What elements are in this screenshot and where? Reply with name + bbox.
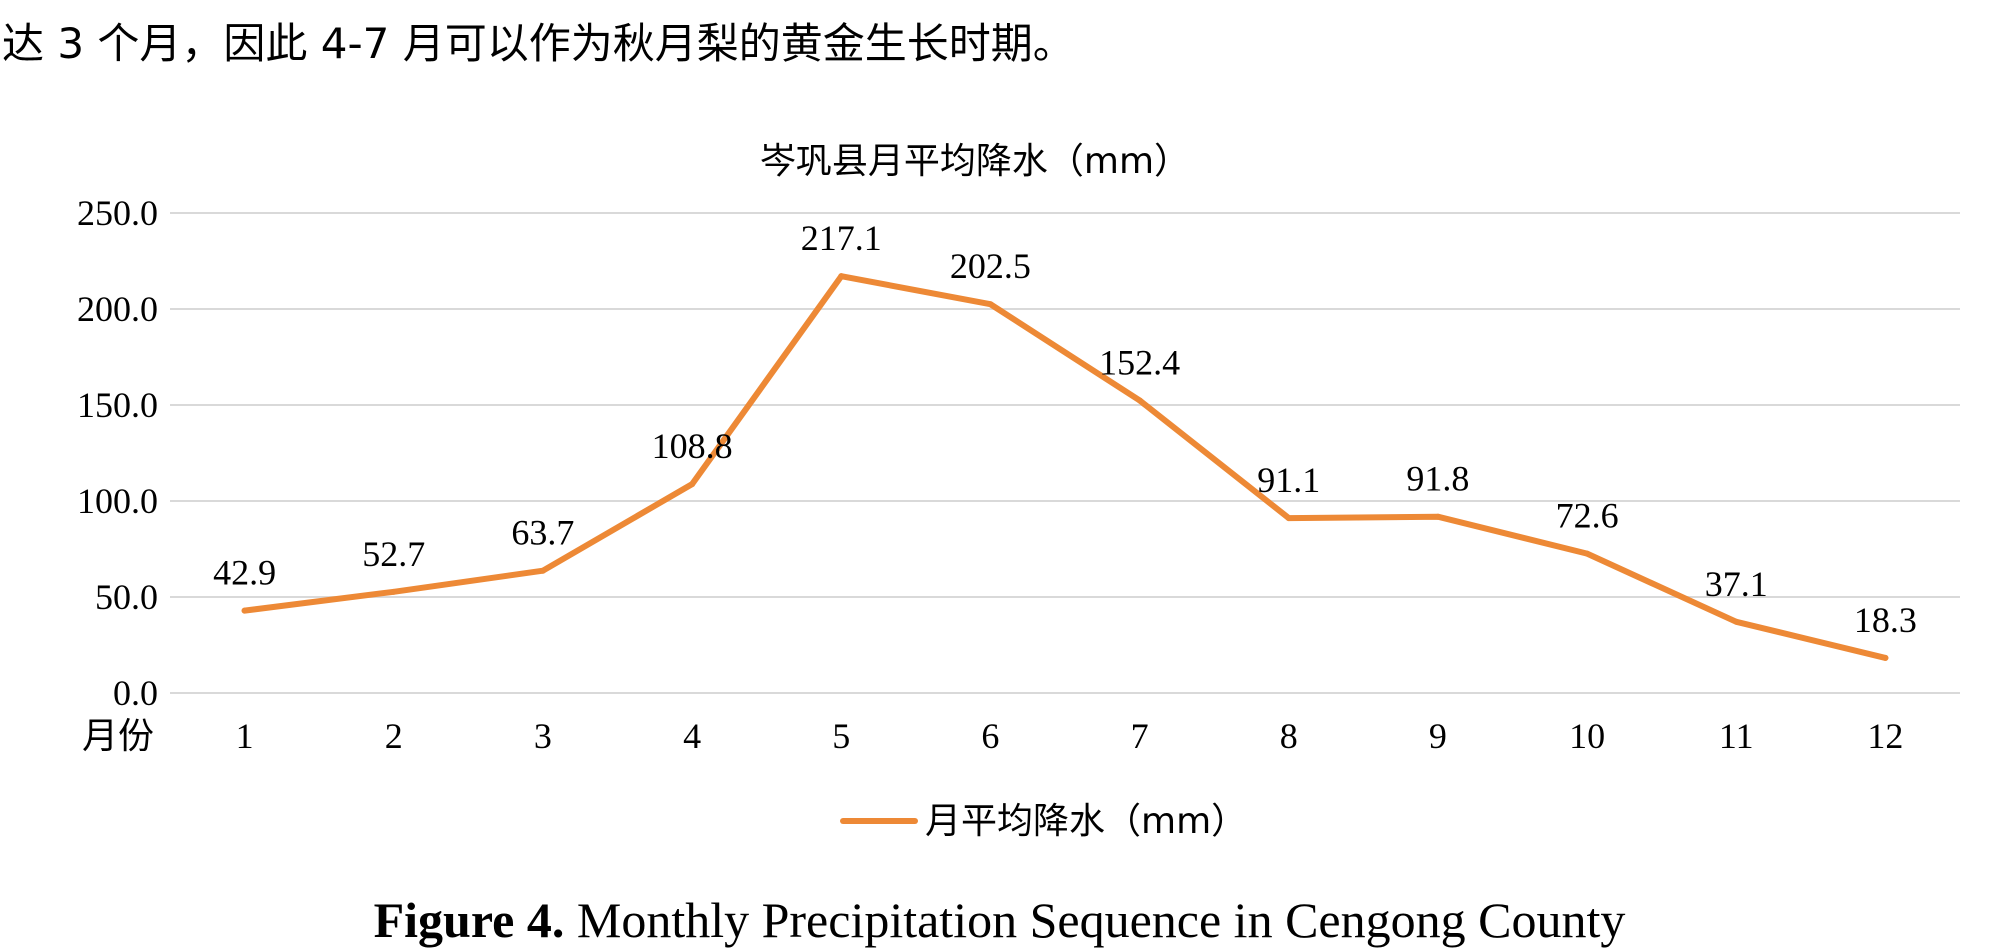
x-tick-label: 1 [236,716,254,756]
y-tick-label: 150.0 [77,385,158,425]
intro-text: 达 3 个月，因此 4-7 月可以作为秋月梨的黄金生长时期。 [2,19,1075,68]
data-point [390,588,397,595]
data-label: 18.3 [1854,600,1917,640]
precipitation-chart: 岑巩县月平均降水（mm） 0.050.0100.0150.0200.0250.0… [77,141,1960,842]
x-tick-label: 12 [1867,716,1903,756]
data-point [1434,513,1441,520]
x-tick-label: 7 [1131,716,1149,756]
data-point [689,481,696,488]
x-tick-label: 4 [683,716,701,756]
series-group [241,273,1889,661]
x-tick-label: 9 [1429,716,1447,756]
data-point [838,273,845,280]
x-tick-label: 6 [981,716,999,756]
figure-caption: Figure 4. Monthly Precipitation Sequence… [0,890,1999,950]
figure-label: Figure 4. [373,892,565,948]
y-tick-label: 0.0 [113,673,158,713]
series-line-0 [241,273,1889,661]
x-tick-label: 5 [832,716,850,756]
chart-title: 岑巩县月平均降水（mm） [760,141,1190,182]
data-label: 202.5 [950,246,1031,286]
x-tick-label: 3 [534,716,552,756]
data-label: 91.1 [1257,460,1320,500]
data-point [1285,515,1292,522]
legend: 月平均降水（mm） [840,801,1247,842]
data-labels: 42.9 52.7 63.7 108.8 217.1 202.5 152.4 91.1 91.8… [213,218,1917,640]
x-axis-label: 月份 [82,716,154,757]
y-tick-label: 200.0 [77,289,158,329]
x-tick-labels: 1 2 3 4 5 6 7 8 9 10 11 12 [236,716,1904,756]
data-label: 52.7 [362,534,425,574]
legend-label: 月平均降水（mm） [925,801,1247,842]
x-tick-label: 10 [1569,716,1605,756]
data-point [987,301,994,308]
data-label: 217.1 [801,218,882,258]
data-label: 108.8 [652,426,733,466]
data-label: 91.8 [1406,459,1469,499]
x-tick-label: 11 [1719,716,1754,756]
data-point [1733,618,1740,625]
data-label: 42.9 [213,553,276,593]
y-gridlines [170,212,1960,694]
data-point [1136,397,1143,404]
data-label: 63.7 [511,513,574,553]
data-point [1584,550,1591,557]
y-tick-label: 100.0 [77,481,158,521]
data-label: 152.4 [1099,342,1180,382]
x-tick-label: 2 [385,716,403,756]
data-label: 37.1 [1705,564,1768,604]
data-label: 72.6 [1556,496,1619,536]
data-point [1882,654,1889,661]
y-tick-label: 250.0 [77,193,158,233]
data-point [539,567,546,574]
data-point [241,607,248,614]
y-tick-label: 50.0 [95,577,158,617]
y-tick-labels: 0.0 50.0 100.0 150.0 200.0 250.0 [77,193,158,713]
figure-caption-text: Monthly Precipitation Sequence in Cengon… [564,892,1626,948]
x-tick-label: 8 [1280,716,1298,756]
